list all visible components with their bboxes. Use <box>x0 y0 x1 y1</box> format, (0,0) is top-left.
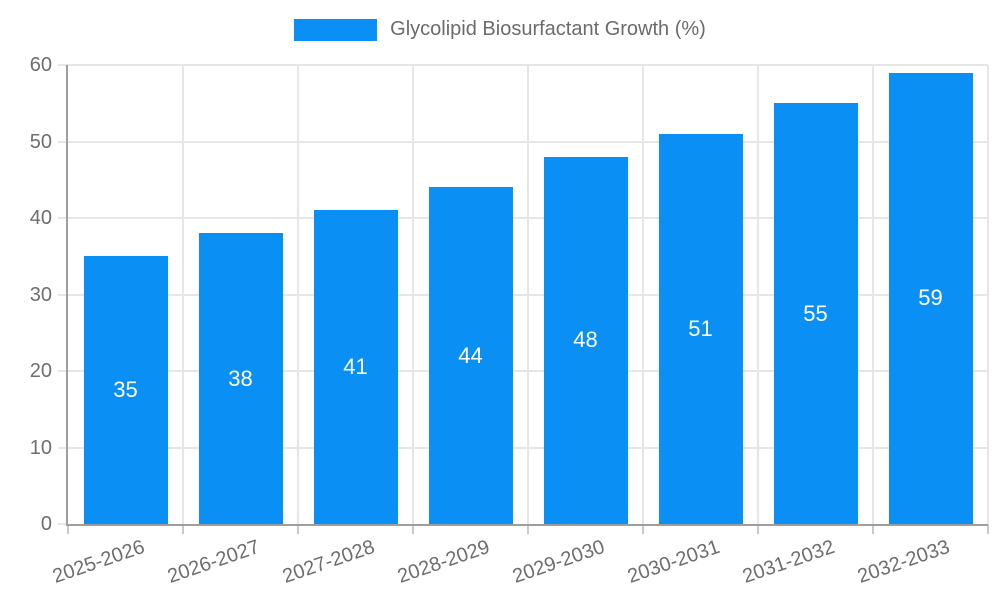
legend[interactable]: Glycolipid Biosurfactant Growth (%) <box>0 18 1000 41</box>
gridline-v <box>297 65 299 524</box>
bar[interactable] <box>83 256 168 524</box>
y-tick-label: 40 <box>29 207 52 229</box>
bar[interactable] <box>313 210 398 524</box>
bar[interactable] <box>888 72 973 524</box>
gridline-v <box>412 65 414 524</box>
bar[interactable] <box>773 103 858 524</box>
bar[interactable] <box>543 156 628 524</box>
y-axis-line <box>66 65 68 526</box>
bar[interactable] <box>658 133 743 524</box>
gridline-v <box>182 65 184 524</box>
gridline-v <box>757 65 759 524</box>
legend-label: Glycolipid Biosurfactant Growth (%) <box>390 18 706 40</box>
y-tick-label: 0 <box>40 513 52 535</box>
y-tick-label: 50 <box>29 130 52 153</box>
gridline-h <box>68 64 988 66</box>
gridline-v <box>642 65 644 524</box>
gridline-v <box>987 65 989 524</box>
bar[interactable] <box>428 187 513 524</box>
gridline-v <box>872 65 874 524</box>
y-tick-label: 60 <box>29 54 52 76</box>
legend-swatch <box>294 18 378 41</box>
gridline-v <box>527 65 529 524</box>
x-axis-line <box>66 524 988 526</box>
y-tick-label: 30 <box>29 283 52 306</box>
y-tick-label: 10 <box>29 436 52 459</box>
bar[interactable] <box>198 233 283 524</box>
y-tick-label: 20 <box>29 360 52 382</box>
